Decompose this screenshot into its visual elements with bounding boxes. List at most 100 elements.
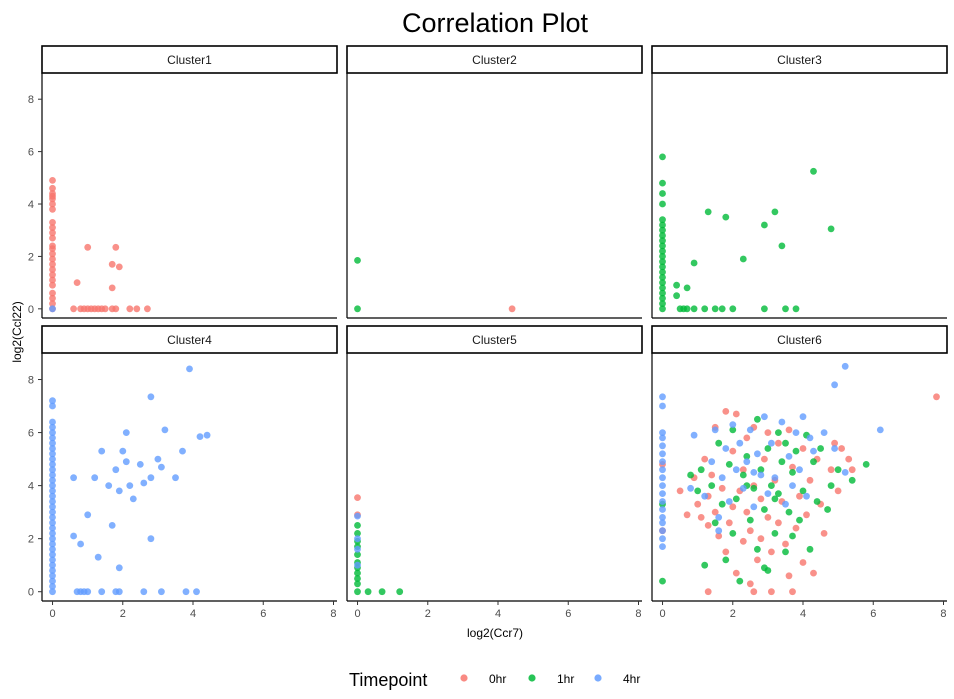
data-point	[683, 284, 691, 292]
legend-item-0hr: 0hr	[460, 672, 506, 686]
data-point	[49, 205, 56, 213]
data-point	[49, 245, 56, 253]
data-point	[49, 476, 56, 484]
data-point	[122, 429, 130, 436]
data-point	[796, 516, 803, 524]
data-point	[757, 535, 765, 543]
legend-label: 0hr	[489, 672, 506, 686]
data-point	[354, 257, 361, 264]
data-point	[49, 540, 56, 548]
data-point	[834, 466, 842, 474]
data-point	[115, 487, 123, 495]
data-point	[792, 305, 800, 313]
x-tick-label: 8	[330, 608, 336, 620]
data-point	[799, 445, 807, 452]
data-point	[659, 458, 666, 466]
data-point	[754, 556, 761, 564]
data-point	[718, 474, 726, 482]
x-tick-label: 0	[659, 608, 665, 620]
data-point	[761, 305, 768, 313]
data-point	[49, 276, 56, 284]
data-point	[690, 305, 698, 313]
data-point	[659, 263, 666, 271]
data-point	[659, 490, 666, 497]
data-point	[354, 494, 361, 501]
data-point	[49, 418, 56, 426]
data-point	[782, 548, 789, 556]
x-axis-title: log2(Ccr7)	[467, 626, 523, 640]
series-4hr	[49, 305, 56, 313]
data-point	[49, 266, 56, 273]
data-point	[785, 572, 793, 580]
data-point	[659, 226, 666, 234]
data-point	[73, 279, 81, 286]
data-point	[119, 447, 127, 455]
data-point	[659, 527, 666, 535]
data-point	[715, 527, 723, 535]
data-point	[115, 263, 123, 271]
series-1hr	[354, 522, 404, 596]
data-point	[834, 487, 842, 495]
y-tick-label: 0	[28, 587, 34, 599]
data-point	[789, 463, 796, 471]
data-point	[396, 588, 404, 596]
data-point	[70, 305, 77, 313]
data-point	[49, 583, 56, 590]
data-point	[108, 284, 116, 292]
data-point	[659, 294, 666, 302]
data-point	[49, 471, 56, 479]
legend-swatch	[594, 674, 602, 682]
data-point	[49, 250, 56, 258]
data-point	[775, 490, 782, 497]
facet-strip	[651, 325, 948, 354]
series-4hr	[49, 365, 211, 596]
data-point	[49, 397, 56, 405]
data-point	[820, 530, 828, 537]
x-tick-label: 4	[190, 608, 196, 620]
y-tick-label: 4	[28, 199, 34, 211]
data-point	[708, 482, 716, 489]
data-point	[701, 492, 709, 500]
data-point	[84, 588, 92, 596]
data-point	[701, 561, 709, 569]
data-point	[126, 305, 134, 313]
data-point	[775, 439, 782, 447]
data-point	[704, 588, 712, 596]
data-point	[49, 492, 56, 500]
data-point	[49, 524, 56, 532]
x-tick-label: 6	[260, 608, 266, 620]
data-point	[49, 588, 56, 596]
data-point	[49, 224, 56, 232]
data-point	[704, 522, 712, 529]
data-point	[792, 429, 800, 436]
data-point	[49, 271, 56, 279]
data-point	[354, 545, 361, 553]
data-point	[179, 447, 186, 455]
data-point	[778, 242, 786, 250]
data-point	[676, 487, 684, 495]
data-point	[108, 522, 116, 529]
data-point	[799, 487, 807, 495]
data-point	[49, 402, 56, 410]
legend-label: 4hr	[623, 672, 640, 686]
data-point	[764, 429, 772, 436]
data-point	[785, 426, 793, 434]
data-point	[768, 548, 775, 556]
data-point	[708, 471, 716, 479]
data-point	[690, 259, 698, 267]
data-point	[659, 190, 666, 197]
legend-swatch	[528, 674, 536, 682]
data-point	[743, 434, 751, 442]
data-point	[115, 564, 123, 572]
data-point	[659, 216, 666, 224]
series-0hr	[508, 305, 516, 313]
data-point	[729, 305, 737, 313]
facet-strip	[346, 45, 643, 74]
data-point	[789, 469, 796, 476]
facet-strip-label: Cluster1	[167, 53, 212, 67]
facet-grid: Cluster1 0 2 4 6 8 Cluster2 Cluster3 Cluster4 0 2 4…	[28, 45, 948, 620]
facet-cluster2: Cluster2	[346, 45, 643, 319]
data-point	[831, 381, 838, 389]
series-1hr	[659, 153, 835, 313]
data-point	[94, 553, 102, 561]
